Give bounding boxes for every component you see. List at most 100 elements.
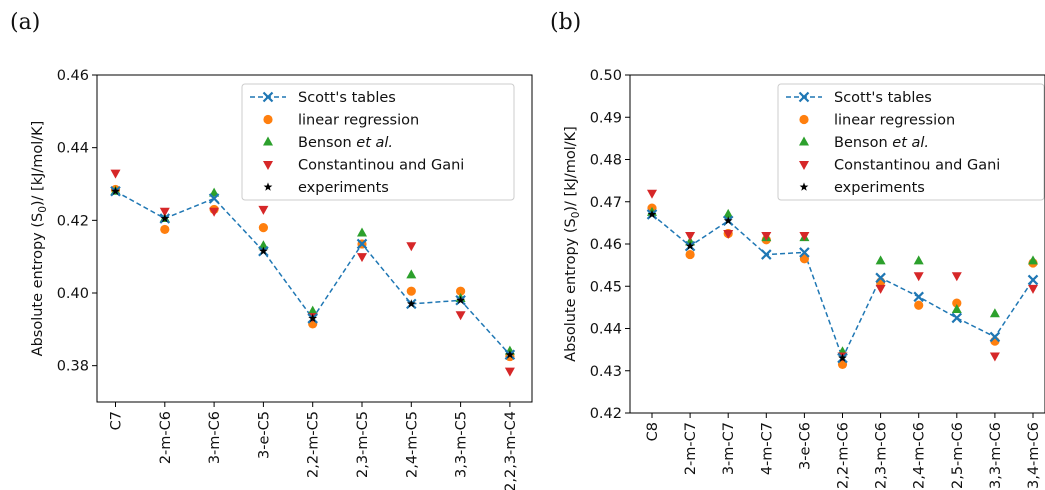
data-point	[723, 208, 734, 218]
data-point	[951, 303, 962, 313]
data-point	[356, 238, 368, 250]
data-point	[1028, 255, 1038, 265]
data-point	[208, 193, 220, 204]
y-tick-label: 0.44	[590, 322, 622, 338]
x-tick-label: C7	[109, 411, 125, 430]
chart-panel-b: 0.42 0.43 0.44 0.45 0.46 0.47 0.48 0.49 0.50 C8 2-…	[563, 68, 1045, 489]
x-tick-label: 3-m-C7	[721, 422, 737, 475]
y-axis-label: Absolute entropy (S0)/ [kJ/mol/K]	[563, 126, 582, 362]
data-point	[258, 240, 269, 250]
data-point	[406, 242, 417, 252]
x-tick-label: 2,4-m-C5	[404, 411, 420, 478]
x-tick-label: 2,2-m-C6	[836, 422, 852, 489]
data-point	[1028, 284, 1038, 294]
x-tick-label: 4-m-C7	[759, 422, 775, 475]
legend-label: Constantinou and Gani	[298, 158, 464, 174]
legend-label: linear regression	[834, 113, 955, 129]
data-point	[110, 169, 121, 179]
legend-box	[241, 83, 515, 201]
data-point	[160, 213, 170, 223]
data-point	[838, 353, 847, 362]
y-tick-label: 0.42	[590, 406, 622, 422]
data-point	[258, 223, 268, 233]
x-tick-label: 3-m-C6	[207, 411, 223, 464]
x-tick-label: 2,3-m-C5	[355, 411, 371, 478]
x-tick-label: C8	[645, 422, 661, 441]
data-point	[357, 227, 367, 237]
data-point	[951, 272, 962, 282]
data-point	[259, 246, 268, 255]
data-point	[209, 187, 220, 197]
y-tick-label: 0.40	[57, 286, 89, 302]
data-point	[913, 272, 924, 282]
x-tick-label: 2,3-m-C6	[874, 422, 890, 489]
data-point	[685, 249, 695, 260]
legend-label: experiments	[834, 180, 925, 196]
legend-label: linear regression	[298, 113, 419, 129]
data-point	[160, 224, 170, 235]
data-point	[406, 299, 416, 308]
x-tick-label: 2,5-m-C6	[950, 422, 966, 489]
data-point	[913, 255, 924, 265]
series-line-scotts-tables	[115, 190, 511, 356]
legend-marker	[798, 91, 810, 103]
x-tick-label: 2,2-m-C5	[306, 411, 322, 478]
data-point	[875, 272, 886, 284]
chart-panel-a: 0.38 0.40 0.42 0.44 0.46 C7 2-m-C6 3-m-C6 3-e-C5…	[30, 68, 533, 490]
legend-label: experiments	[298, 180, 389, 196]
data-point	[761, 232, 772, 242]
y-axis-label: Absolute entropy (S0)/ [kJ/mol/K]	[30, 121, 49, 357]
data-point	[989, 331, 1001, 343]
y-tick-label: 0.47	[590, 195, 622, 211]
y-tick-label: 0.45	[590, 279, 622, 295]
legend-marker	[799, 161, 809, 170]
data-point	[647, 209, 657, 219]
data-point	[913, 291, 924, 303]
x-tick-label: 3,3-m-C5	[454, 411, 470, 478]
data-point	[723, 216, 733, 225]
y-tick-label: 0.43	[590, 364, 622, 380]
data-point	[406, 269, 417, 279]
y-tick-label: 0.49	[590, 110, 622, 126]
y-tick-label: 0.46	[57, 68, 89, 84]
legend-marker	[799, 114, 809, 125]
data-point	[989, 308, 1000, 318]
data-point	[308, 313, 318, 323]
y-tick-label: 0.38	[57, 359, 89, 375]
data-point	[914, 300, 924, 310]
data-point	[209, 207, 220, 217]
legend: Scott's tables linear regression Benson et…	[777, 83, 1045, 201]
y-tick-label: 0.50	[590, 68, 622, 84]
data-point	[357, 253, 367, 263]
y-tick-label: 0.42	[57, 213, 89, 229]
legend-marker	[799, 182, 809, 191]
legend: Scott's tables linear regression Benson et…	[241, 83, 515, 201]
data-point	[951, 312, 963, 324]
legend-marker	[799, 136, 809, 146]
legend-label: Benson et al.	[834, 135, 929, 151]
data-point	[504, 367, 515, 377]
data-point	[111, 186, 120, 195]
legend-marker	[263, 136, 273, 146]
data-point	[456, 286, 466, 296]
data-point	[307, 305, 318, 315]
x-tick-label: 3,4-m-C6	[1026, 422, 1042, 489]
legend-marker	[263, 161, 273, 170]
legend-label: Scott's tables	[834, 90, 932, 106]
data-point	[875, 284, 886, 294]
data-point	[647, 189, 657, 199]
data-point	[799, 254, 810, 264]
panel-label-a: (a)	[10, 10, 41, 35]
data-point	[875, 255, 886, 265]
data-point	[761, 249, 772, 260]
data-point	[799, 247, 810, 258]
plot-frame	[629, 74, 1045, 414]
x-tick-label: 2,4-m-C6	[912, 422, 928, 489]
data-point	[159, 207, 170, 217]
series-line-scotts-tables	[651, 213, 1034, 361]
legend-label: Benson et al.	[298, 135, 393, 151]
data-point	[837, 359, 848, 370]
data-point	[505, 350, 515, 359]
data-point	[685, 232, 696, 242]
